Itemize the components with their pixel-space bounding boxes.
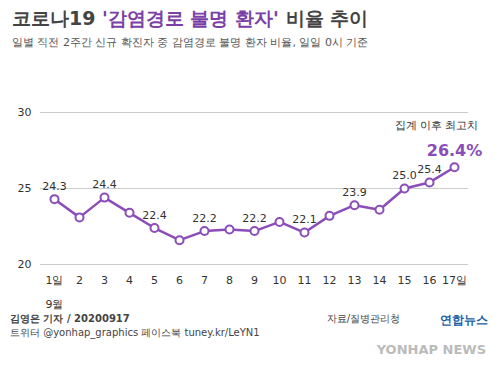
html-text:YONHAP NEWS: YONHAP NEWS [376,342,486,357]
svg-text:22.2: 22.2 [192,212,217,225]
svg-text:26.4%: 26.4% [427,141,483,160]
svg-text:20: 20 [18,258,32,271]
html-text:트위터 @yonhap_graphics 페이스북 tune: 트위터 @yonhap_graphics 페이스북 tuney.kr/LeYN1 [10,327,260,338]
svg-text:22.1: 22.1 [292,213,317,226]
svg-text:25: 25 [18,182,32,195]
svg-text:6: 6 [176,274,183,287]
svg-text:24.4: 24.4 [92,178,117,191]
svg-text:17일: 17일 [442,274,467,287]
svg-text:10: 10 [273,274,287,287]
svg-text:24.3: 24.3 [42,180,67,193]
svg-text:22.2: 22.2 [242,212,267,225]
html-text:연합뉴스: 연합뉴스 [440,313,488,327]
svg-text:4: 4 [126,274,133,287]
html-text:자료/질병관리청: 자료/질병관리청 [326,313,400,324]
svg-text:11: 11 [298,274,312,287]
svg-text:23.9: 23.9 [342,186,367,199]
svg-text:2: 2 [76,274,83,287]
svg-text:8: 8 [226,274,233,287]
svg-text:16: 16 [423,274,437,287]
svg-text:9월: 9월 [46,298,64,311]
svg-text:7: 7 [201,274,208,287]
svg-text:12: 12 [323,274,337,287]
svg-text:30: 30 [18,106,32,119]
html-text:일별 직전 2주간 신규 확진자 중 감염경로 불명 환자: 일별 직전 2주간 신규 확진자 중 감염경로 불명 환자 비율, 일일 0시 … [12,36,369,49]
html-text:코로나19 '감염경로 불명 환자'비율 추이: 코로나19 '감염경로 불명 환자'비율 추이 [12,7,369,29]
svg-text:14: 14 [373,274,387,287]
svg-text:25.0: 25.0 [392,169,417,182]
svg-text:1일: 1일 [46,274,64,287]
svg-text:5: 5 [151,274,158,287]
svg-text:3: 3 [101,274,108,287]
svg-text:9: 9 [251,274,258,287]
svg-text:22.4: 22.4 [142,209,167,222]
html-text:김영은 기자 / 20200917: 김영은 기자 / 20200917 [10,313,130,324]
svg-text:13: 13 [348,274,362,287]
svg-text:25.4: 25.4 [417,163,442,176]
svg-text:15: 15 [398,274,412,287]
svg-text:집계 이후 최고치: 집계 이후 최고치 [395,119,479,132]
